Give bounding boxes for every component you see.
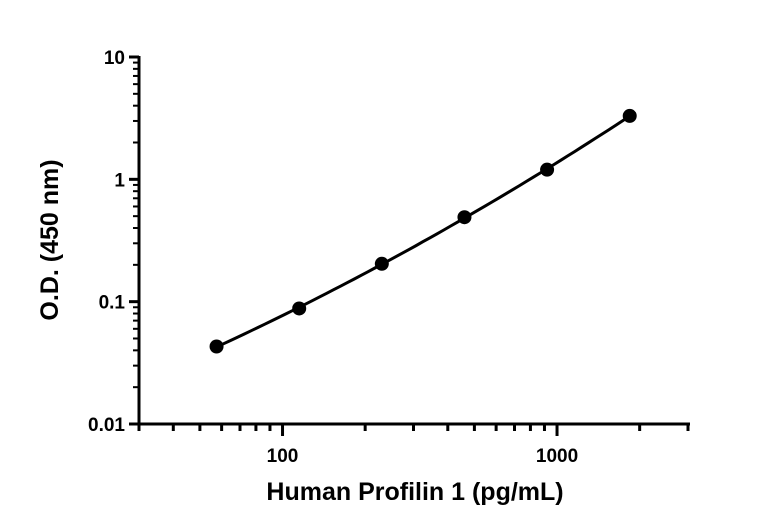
x-tick-label: 1000 bbox=[536, 446, 578, 467]
x-axis-label: Human Profilin 1 (pg/mL) bbox=[266, 478, 563, 506]
data-point bbox=[457, 210, 472, 225]
data-point bbox=[540, 162, 555, 177]
data-point bbox=[622, 108, 637, 123]
data-point bbox=[292, 301, 307, 316]
y-tick-label: 10 bbox=[104, 48, 125, 69]
y-axis-label: O.D. (450 nm) bbox=[36, 159, 64, 320]
data-point bbox=[374, 256, 389, 271]
y-tick-label: 0.01 bbox=[88, 415, 125, 436]
y-tick-label: 1 bbox=[114, 170, 125, 191]
data-point bbox=[209, 339, 224, 354]
fit-curve bbox=[215, 114, 631, 349]
y-tick-label: 0.1 bbox=[99, 293, 126, 314]
x-tick-label: 100 bbox=[267, 446, 299, 467]
